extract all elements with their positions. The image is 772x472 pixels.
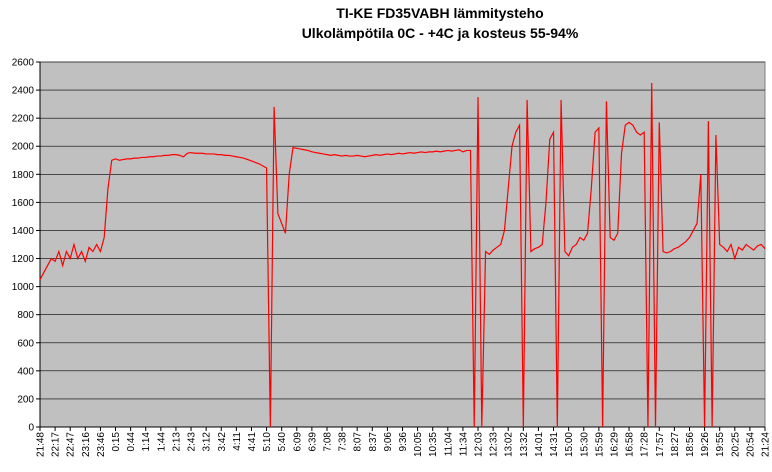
- x-tick-label: 0:44: [126, 432, 137, 452]
- x-tick-label: 1:14: [141, 432, 152, 452]
- x-tick-label: 23:16: [81, 432, 92, 457]
- y-tick-label: 2400: [12, 86, 35, 97]
- x-tick-label: 19:55: [715, 432, 726, 457]
- x-tick-label: 19:26: [700, 432, 711, 457]
- x-tick-label: 2:13: [171, 432, 182, 452]
- x-tick-label: 8:07: [353, 432, 364, 452]
- x-tick-label: 1:44: [156, 432, 167, 452]
- x-tick-label: 13:02: [504, 432, 515, 457]
- chart-subtitle: Ulkolämpötila 0C - +4C ja kosteus 55-94%: [302, 25, 579, 41]
- y-tick-label: 0: [28, 423, 34, 434]
- chart-title: TI-KE FD35VABH lämmitysteho: [336, 5, 543, 21]
- x-tick-label: 4:41: [247, 432, 258, 452]
- x-tick-label: 13:32: [519, 432, 530, 457]
- x-tick-label: 17:28: [640, 432, 651, 457]
- x-tick-label: 15:00: [564, 432, 575, 457]
- y-tick-label: 2000: [12, 142, 35, 153]
- x-tick-label: 3:42: [217, 432, 228, 452]
- x-tick-label: 11:34: [458, 432, 469, 457]
- x-tick-label: 16:29: [609, 432, 620, 457]
- x-tick-label: 2:43: [187, 432, 198, 452]
- x-tick-label: 14:01: [534, 432, 545, 457]
- y-tick-label: 1000: [12, 282, 35, 293]
- y-tick-label: 1800: [12, 170, 35, 181]
- y-tick-label: 2200: [12, 114, 35, 125]
- x-tick-label: 22:17: [51, 432, 62, 457]
- x-tick-label: 8:37: [368, 432, 379, 452]
- x-tick-label: 18:56: [685, 432, 696, 457]
- x-tick-label: 5:10: [262, 432, 273, 452]
- x-tick-label: 7:08: [322, 432, 333, 452]
- y-tick-label: 800: [17, 310, 34, 321]
- x-tick-label: 10:35: [428, 432, 439, 457]
- x-tick-label: 11:04: [443, 432, 454, 457]
- data-line: [39, 83, 766, 428]
- x-tick-label: 12:03: [474, 432, 485, 457]
- x-tick-label: 10:05: [413, 432, 424, 457]
- y-tick-label: 400: [17, 366, 34, 377]
- x-tick-label: 23:46: [96, 432, 107, 457]
- x-tick-label: 12:33: [489, 432, 500, 457]
- x-tick-label: 0:15: [111, 432, 122, 452]
- x-tick-label: 7:38: [338, 432, 349, 452]
- x-tick-label: 15:59: [594, 432, 605, 457]
- x-tick-label: 21:24: [761, 432, 772, 457]
- x-tick-label: 17:57: [655, 432, 666, 457]
- x-tick-label: 9:06: [383, 432, 394, 452]
- y-tick-label: 1600: [12, 198, 35, 209]
- x-tick-label: 4:11: [232, 432, 243, 451]
- x-tick-label: 18:27: [670, 432, 681, 457]
- x-tick-label: 3:12: [202, 432, 213, 452]
- plot-area: [39, 61, 766, 428]
- x-tick-label: 22:47: [66, 432, 77, 457]
- y-tick-label: 200: [17, 394, 34, 405]
- x-tick-label: 9:36: [398, 432, 409, 452]
- x-tick-label: 15:30: [579, 432, 590, 457]
- y-tick-label: 600: [17, 338, 34, 349]
- x-tick-label: 6:39: [307, 432, 318, 452]
- x-tick-label: 5:40: [277, 432, 288, 452]
- x-tick-label: 14:31: [549, 432, 560, 457]
- x-tick-label: 20:25: [730, 432, 741, 457]
- x-tick-label: 21:48: [36, 432, 47, 457]
- y-tick-label: 2600: [12, 58, 35, 69]
- y-tick-label: 1400: [12, 226, 35, 237]
- y-tick-label: 1200: [12, 254, 35, 265]
- x-tick-label: 20:54: [745, 432, 756, 457]
- x-tick-label: 16:58: [625, 432, 636, 457]
- x-tick-label: 6:09: [292, 432, 303, 452]
